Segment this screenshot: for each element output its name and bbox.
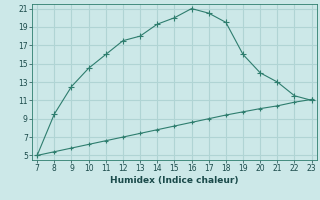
X-axis label: Humidex (Indice chaleur): Humidex (Indice chaleur)	[110, 176, 239, 185]
